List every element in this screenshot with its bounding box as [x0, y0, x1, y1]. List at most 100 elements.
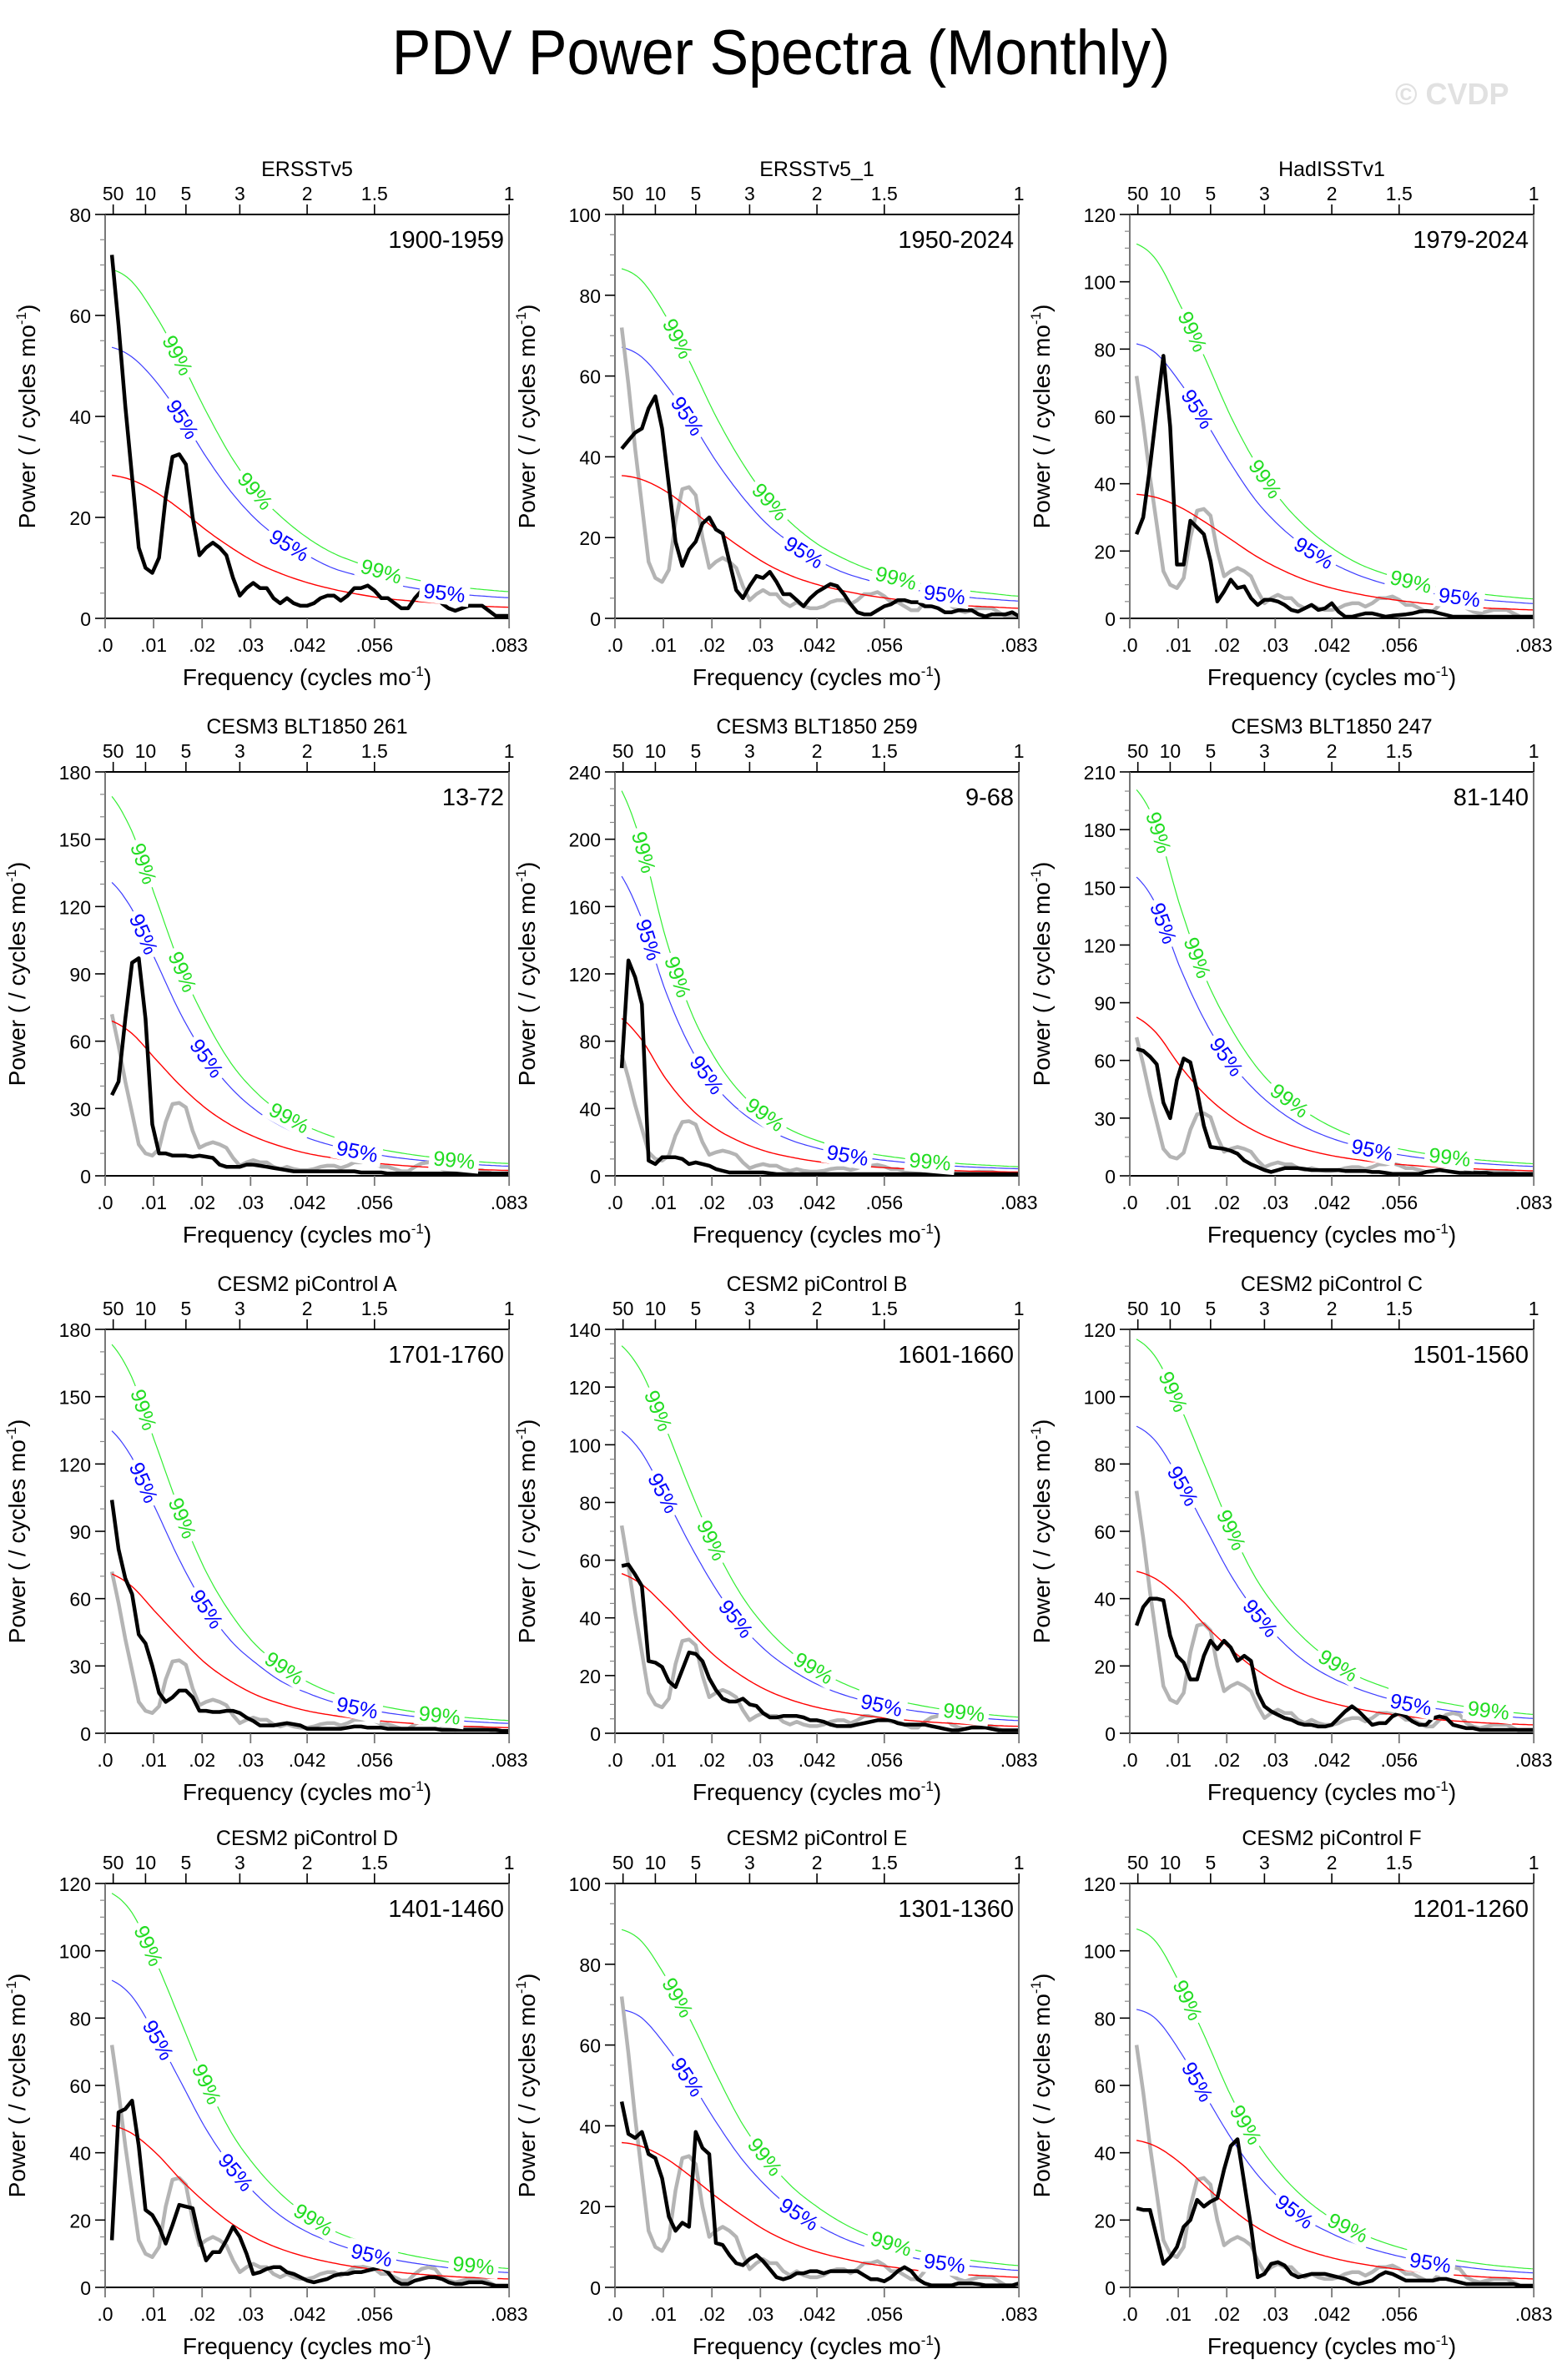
panel-title: CESM2 piControl C [1241, 1273, 1423, 1296]
panel-2: 99%99%99%95%95%95% 0 20 40 60 80 100 .0 .01 .02 .0… [513, 158, 1038, 690]
y-tick-label: 180 [59, 1319, 91, 1341]
y-tick-label: 60 [1094, 1051, 1116, 1072]
x-tick-label: .056 [865, 2303, 903, 2325]
sig95-curve [1136, 876, 1534, 1167]
x-tick-label: .056 [865, 1192, 903, 1213]
x-tick-label: .042 [1313, 634, 1351, 656]
period-tick-label: 50 [1127, 740, 1149, 762]
y-tick-label: 20 [1094, 2210, 1116, 2231]
x-tick-label: .0 [97, 634, 113, 656]
x-tick-label: .083 [1515, 1192, 1553, 1213]
y-tick-label: 40 [579, 2115, 601, 2137]
label-gap [159, 391, 206, 447]
y-tick-label: 0 [1105, 1723, 1116, 1745]
period-tick-label: 1 [504, 1852, 515, 1873]
y-tick-label: 120 [59, 1873, 91, 1895]
label-gap [904, 1147, 956, 1176]
x-tick-label: .01 [1165, 2303, 1192, 2325]
period-tick-label: 1 [1529, 1298, 1539, 1319]
sig95-label: 95% [335, 1137, 380, 1167]
y-tick-label: 210 [1084, 762, 1116, 784]
period-tick-label: 50 [1127, 1298, 1149, 1319]
sig95-label: 95% [1437, 583, 1481, 612]
power-spectrum-line [109, 1500, 509, 1733]
power-spectrum-line [1135, 354, 1534, 618]
y-tick-label: 0 [590, 1166, 601, 1187]
y-tick-label: 0 [80, 2277, 91, 2299]
power-spectrum-line [1136, 2137, 1534, 2287]
x-axis-label: Frequency (cycles mo-1) [693, 2332, 941, 2359]
period-tick-label: 1 [1529, 183, 1539, 204]
period-tick-label: 1.5 [871, 740, 898, 762]
plot-area: 99%99%99%99%95%95%95% [109, 796, 509, 1176]
y-tick-label: 100 [569, 1873, 601, 1895]
plot-area: 99%99%99%95%95%95% [109, 255, 509, 618]
label-gap [1210, 1502, 1253, 1558]
sig99-label: 99% [1428, 1144, 1472, 1172]
y-tick-label: 100 [569, 204, 601, 226]
label-gap [345, 2237, 400, 2272]
label-gap [1286, 529, 1342, 576]
x-tick-label: .01 [1165, 1192, 1192, 1213]
label-gap [864, 2224, 919, 2262]
x-tick-label: .056 [1380, 1192, 1418, 1213]
y-tick-label: 80 [1094, 339, 1116, 361]
period-tick-label: 10 [1160, 740, 1182, 762]
y-tick-label: 40 [1094, 1589, 1116, 1611]
label-gap [1267, 2186, 1322, 2236]
period-label: 13-72 [442, 784, 504, 811]
label-gap [418, 577, 471, 608]
label-gap [738, 1090, 793, 1139]
sig99-curve [111, 269, 509, 592]
label-gap [136, 2012, 181, 2068]
period-tick-label: 3 [234, 1852, 245, 1873]
period-tick-label: 3 [234, 1298, 245, 1319]
period-tick-label: 5 [690, 740, 701, 762]
sig95-label: 95% [124, 1459, 163, 1506]
y-axis-label: Power ( / cycles mo-1) [1028, 1974, 1055, 2198]
x-tick-label: .01 [650, 634, 677, 656]
label-gap [1144, 895, 1184, 951]
plot-area: 99%99%99%99%95%95%95% [619, 790, 1019, 1176]
y-axis-label: Power ( / cycles mo-1) [513, 862, 540, 1087]
x-tick-label: .02 [698, 1192, 725, 1213]
sig95-curve [111, 1430, 509, 1724]
x-tick-label: .02 [698, 1749, 725, 1771]
period-tick-label: 5 [690, 1852, 701, 1873]
label-gap [641, 1465, 686, 1521]
y-tick-label: 0 [80, 1166, 91, 1187]
period-label: 1201-1260 [1413, 1896, 1529, 1923]
sig95-label: 95% [631, 916, 666, 963]
y-tick-label: 30 [69, 1098, 91, 1120]
x-tick-label: .042 [289, 1192, 326, 1213]
x-tick-label: .03 [237, 634, 264, 656]
x-axis-label: Frequency (cycles mo-1) [183, 2332, 431, 2359]
x-tick-label: .02 [1213, 2303, 1240, 2325]
label-gap [1462, 1695, 1515, 1725]
x-tick-label: .01 [140, 634, 167, 656]
y-tick-label: 120 [1084, 1873, 1116, 1895]
period-tick-label: 2 [1327, 740, 1338, 762]
period-tick-label: 1.5 [871, 1852, 898, 1873]
panel-5: 99%99%99%99%95%95%95%04080120160200240.0… [513, 715, 1038, 1248]
y-tick-label: 150 [59, 829, 91, 851]
period-label: 1601-1660 [898, 1342, 1014, 1369]
y-axis-label: Power ( / cycles mo-1) [3, 1974, 30, 2198]
label-gap [128, 1918, 170, 1974]
period-label: 1701-1760 [388, 1342, 504, 1369]
y-axis-label: Power ( / cycles mo-1) [513, 1974, 540, 2198]
period-tick-label: 10 [645, 183, 667, 204]
y-tick-label: 120 [59, 896, 91, 918]
label-gap [1140, 804, 1178, 860]
red-noise-curve [1136, 2140, 1534, 2280]
label-gap [683, 1047, 732, 1102]
y-tick-label: 60 [69, 1589, 91, 1611]
y-tick-label: 30 [1094, 1108, 1116, 1130]
cvdp-watermark: © CVDP [1395, 77, 1509, 111]
period-tick-label: 1.5 [1386, 183, 1413, 204]
period-tick-label: 10 [645, 740, 667, 762]
panel-title: CESM2 piControl E [727, 1827, 908, 1850]
sig99-label: 99% [942, 1699, 986, 1727]
period-tick-label: 50 [103, 1298, 124, 1319]
period-tick-label: 50 [103, 740, 124, 762]
